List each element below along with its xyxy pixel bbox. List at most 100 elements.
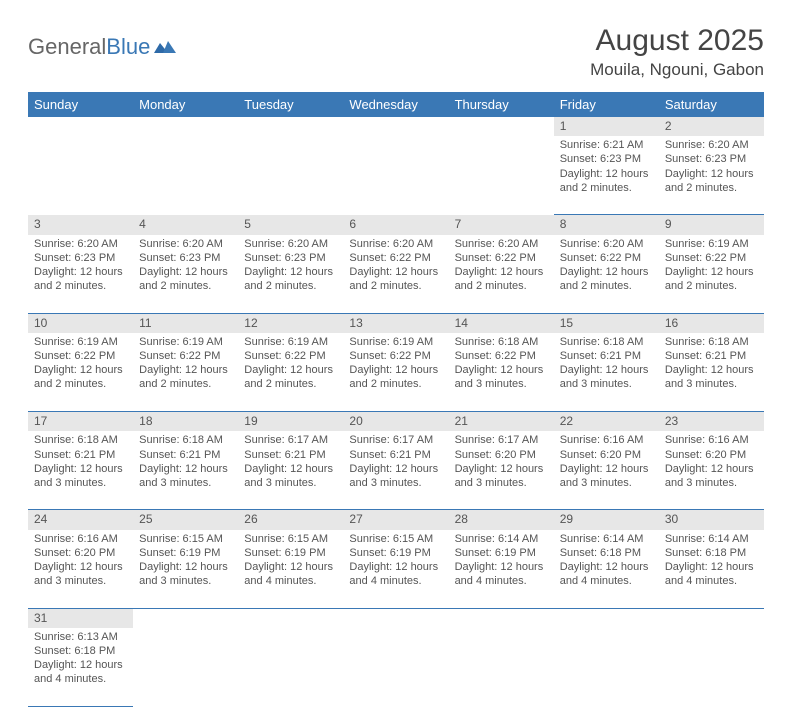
day-cell-content: Sunrise: 6:14 AMSunset: 6:19 PMDaylight:… <box>449 530 554 592</box>
daylight-line: Daylight: 12 hours and 3 minutes. <box>665 462 758 490</box>
sunrise-line: Sunrise: 6:20 AM <box>34 237 127 251</box>
week-row: Sunrise: 6:18 AMSunset: 6:21 PMDaylight:… <box>28 431 764 510</box>
daylight-line: Daylight: 12 hours and 2 minutes. <box>560 167 653 195</box>
daylight-line: Daylight: 12 hours and 2 minutes. <box>34 363 127 391</box>
sunset-line: Sunset: 6:18 PM <box>560 546 653 560</box>
day-cell <box>449 628 554 707</box>
daylight-line: Daylight: 12 hours and 4 minutes. <box>244 560 337 588</box>
day-number-cell: 28 <box>449 510 554 530</box>
day-number-cell: 2 <box>659 117 764 136</box>
day-number-cell: 20 <box>343 412 448 432</box>
day-number-cell: 12 <box>238 313 343 333</box>
sunset-line: Sunset: 6:21 PM <box>349 448 442 462</box>
daylight-line: Daylight: 12 hours and 2 minutes. <box>560 265 653 293</box>
day-number-cell: 26 <box>238 510 343 530</box>
sunrise-line: Sunrise: 6:19 AM <box>244 335 337 349</box>
week-row: Sunrise: 6:20 AM Sunset: 6:23 PM Daylight:… <box>28 235 764 314</box>
sunrise-line: Sunrise: 6:16 AM <box>665 433 758 447</box>
day-number-cell: 27 <box>343 510 448 530</box>
day-header: Wednesday <box>343 92 448 117</box>
day-number-cell <box>28 117 133 136</box>
day-cell <box>238 628 343 707</box>
sunset-line: Sunset: 6:22 PM <box>349 251 442 265</box>
day-number-cell <box>659 608 764 628</box>
day-cell: Sunrise: 6:18 AMSunset: 6:21 PMDaylight:… <box>659 333 764 412</box>
week-row: Sunrise: 6:13 AMSunset: 6:18 PMDaylight:… <box>28 628 764 707</box>
day-number-cell: 13 <box>343 313 448 333</box>
sunrise-line: Sunrise: 6:14 AM <box>455 532 548 546</box>
daylight-line: Daylight: 12 hours and 4 minutes. <box>560 560 653 588</box>
sunrise-line: Sunrise: 6:15 AM <box>349 532 442 546</box>
daylight-line: Daylight: 12 hours and 3 minutes. <box>34 462 127 490</box>
day-cell-content: Sunrise: 6:19 AMSunset: 6:22 PMDaylight:… <box>133 333 238 395</box>
sunrise-line: Sunrise: 6:13 AM <box>34 630 127 644</box>
day-cell: Sunrise: 6:17 AMSunset: 6:20 PMDaylight:… <box>449 431 554 510</box>
day-cell: Sunrise: 6:14 AMSunset: 6:18 PMDaylight:… <box>659 530 764 609</box>
sunset-line: Sunset: 6:23 PM <box>560 152 653 166</box>
day-cell-content: Sunrise: 6:15 AMSunset: 6:19 PMDaylight:… <box>133 530 238 592</box>
day-number-cell <box>238 608 343 628</box>
day-cell: Sunrise: 6:18 AMSunset: 6:22 PMDaylight:… <box>449 333 554 412</box>
day-number-cell: 23 <box>659 412 764 432</box>
day-cell: Sunrise: 6:18 AMSunset: 6:21 PMDaylight:… <box>28 431 133 510</box>
day-number-cell <box>554 608 659 628</box>
day-number-cell <box>343 117 448 136</box>
day-cell-content: Sunrise: 6:16 AMSunset: 6:20 PMDaylight:… <box>28 530 133 592</box>
day-cell: Sunrise: 6:20 AMSunset: 6:23 PMDaylight:… <box>659 136 764 215</box>
day-cell: Sunrise: 6:19 AMSunset: 6:22 PMDaylight:… <box>28 333 133 412</box>
day-number-cell: 31 <box>28 608 133 628</box>
day-cell-content: Sunrise: 6:13 AMSunset: 6:18 PMDaylight:… <box>28 628 133 690</box>
day-cell-content: Sunrise: 6:19 AMSunset: 6:22 PMDaylight:… <box>343 333 448 395</box>
day-cell: Sunrise: 6:19 AMSunset: 6:22 PMDaylight:… <box>238 333 343 412</box>
sunrise-line: Sunrise: 6:19 AM <box>349 335 442 349</box>
day-header: Monday <box>133 92 238 117</box>
day-cell <box>343 136 448 215</box>
day-cell <box>449 136 554 215</box>
day-number-cell: 11 <box>133 313 238 333</box>
sunset-line: Sunset: 6:22 PM <box>455 349 548 363</box>
day-cell-content: Sunrise: 6:19 AMSunset: 6:22 PMDaylight:… <box>238 333 343 395</box>
day-header: Thursday <box>449 92 554 117</box>
sunset-line: Sunset: 6:21 PM <box>560 349 653 363</box>
daylight-line: Daylight: 12 hours and 2 minutes. <box>665 265 758 293</box>
day-cell: Sunrise: 6:20 AMSunset: 6:22 PMDaylight:… <box>343 235 448 314</box>
page-title: August 2025 <box>590 24 764 58</box>
day-number-cell: 30 <box>659 510 764 530</box>
daylight-line: Daylight: 12 hours and 4 minutes. <box>665 560 758 588</box>
day-cell-content: Sunrise: 6:17 AMSunset: 6:20 PMDaylight:… <box>449 431 554 493</box>
title-block: August 2025 Mouila, Ngouni, Gabon <box>590 24 764 80</box>
day-cell-content: Sunrise: 6:14 AMSunset: 6:18 PMDaylight:… <box>554 530 659 592</box>
sunrise-line: Sunrise: 6:16 AM <box>34 532 127 546</box>
day-cell: Sunrise: 6:14 AMSunset: 6:19 PMDaylight:… <box>449 530 554 609</box>
day-cell-content: Sunrise: 6:21 AMSunset: 6:23 PMDaylight:… <box>554 136 659 198</box>
logo: GeneralBlue <box>28 24 176 60</box>
daylight-line: Daylight: 12 hours and 4 minutes. <box>34 658 127 686</box>
day-cell-content: Sunrise: 6:18 AMSunset: 6:22 PMDaylight:… <box>449 333 554 395</box>
sunrise-line: Sunrise: 6:20 AM <box>560 237 653 251</box>
day-cell: Sunrise: 6:15 AMSunset: 6:19 PMDaylight:… <box>343 530 448 609</box>
day-cell: Sunrise: 6:14 AMSunset: 6:18 PMDaylight:… <box>554 530 659 609</box>
sunset-line: Sunset: 6:23 PM <box>244 251 337 265</box>
day-number-cell: 29 <box>554 510 659 530</box>
day-cell: Sunrise: 6:19 AMSunset: 6:22 PMDaylight:… <box>133 333 238 412</box>
day-number-cell: 17 <box>28 412 133 432</box>
sunset-line: Sunset: 6:20 PM <box>560 448 653 462</box>
day-number-cell: 9 <box>659 215 764 235</box>
day-number-cell: 7 <box>449 215 554 235</box>
sunset-line: Sunset: 6:21 PM <box>244 448 337 462</box>
day-cell: Sunrise: 6:16 AMSunset: 6:20 PMDaylight:… <box>659 431 764 510</box>
day-number-cell: 6 <box>343 215 448 235</box>
day-number-cell: 1 <box>554 117 659 136</box>
day-cell: Sunrise: 6:18 AMSunset: 6:21 PMDaylight:… <box>554 333 659 412</box>
day-cell <box>554 628 659 707</box>
day-cell <box>133 628 238 707</box>
daynum-row: 3456789 <box>28 215 764 235</box>
sunset-line: Sunset: 6:21 PM <box>34 448 127 462</box>
daylight-line: Daylight: 12 hours and 2 minutes. <box>139 265 232 293</box>
logo-flag-icon <box>154 39 176 55</box>
sunrise-line: Sunrise: 6:19 AM <box>665 237 758 251</box>
day-cell-content: Sunrise: 6:18 AMSunset: 6:21 PMDaylight:… <box>659 333 764 395</box>
header: GeneralBlue August 2025 Mouila, Ngouni, … <box>28 24 764 80</box>
day-number-cell <box>449 117 554 136</box>
sunset-line: Sunset: 6:23 PM <box>665 152 758 166</box>
